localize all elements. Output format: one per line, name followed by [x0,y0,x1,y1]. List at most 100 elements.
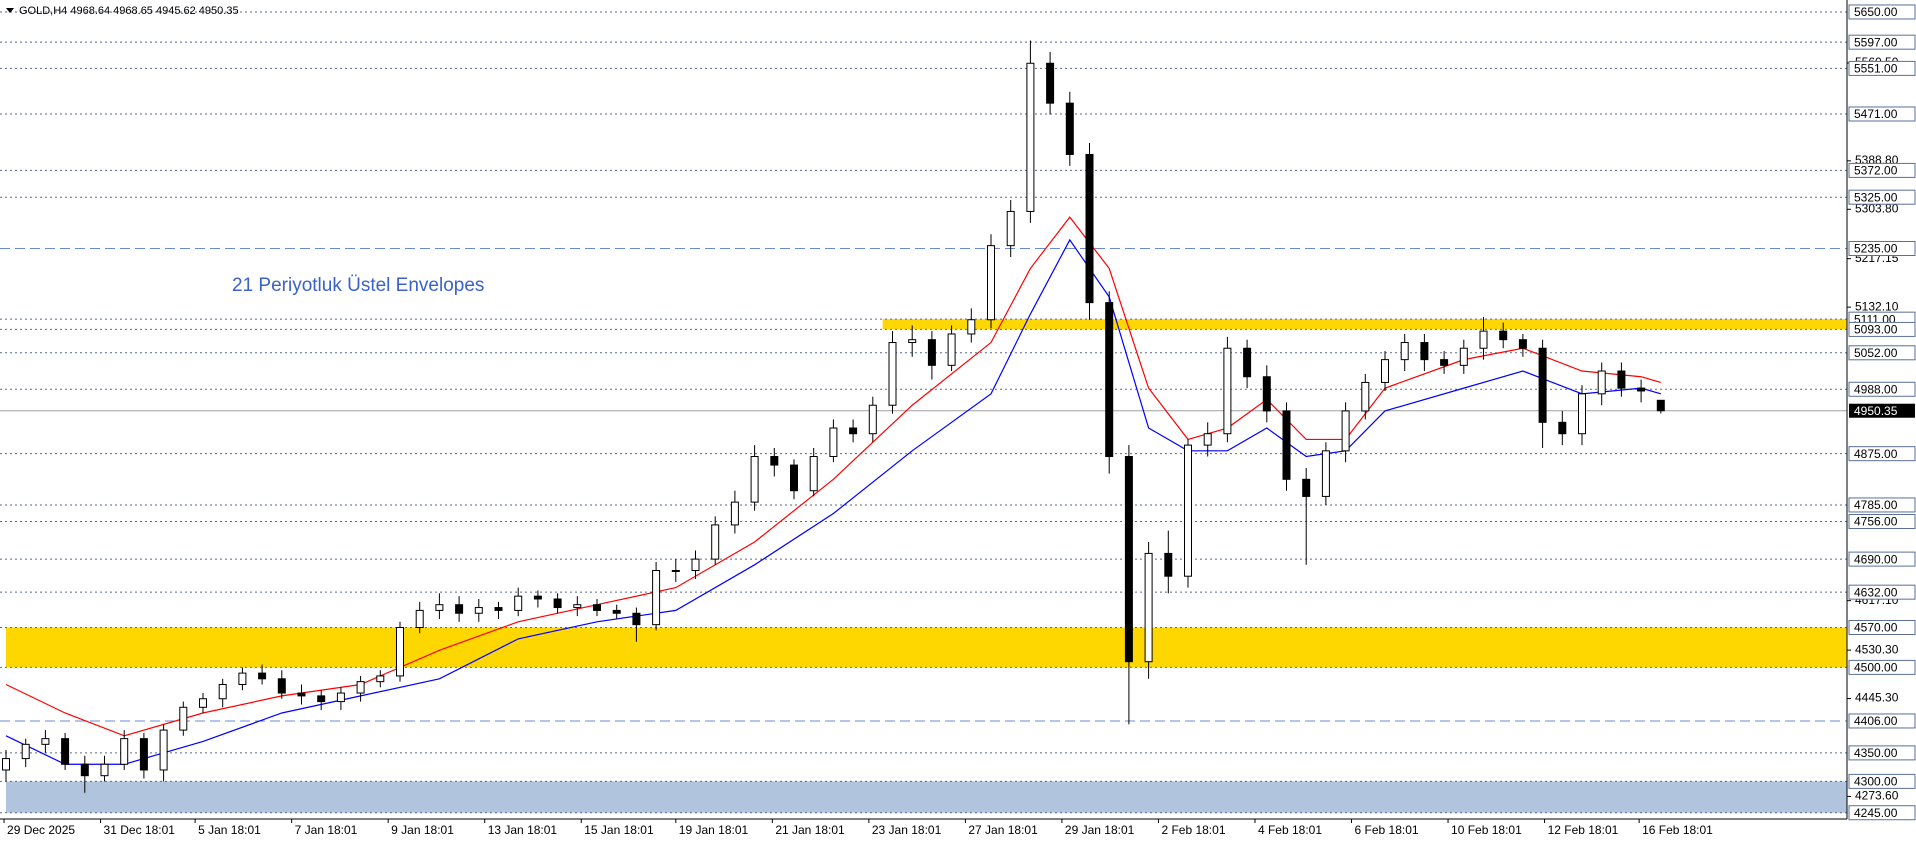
level-label: 5325.00 [1854,190,1898,204]
level-label: 4988.00 [1854,382,1898,396]
candle-body [199,698,207,708]
candle-body [61,738,70,765]
candle-body [139,738,148,771]
candle-body [1617,370,1626,389]
x-tick-label: 2 Feb 18:01 [1161,823,1225,837]
x-tick-label: 7 Jan 18:01 [295,823,358,837]
level-label-box [1848,34,1916,50]
candle-body [21,743,30,760]
level-label: 4406.00 [1854,714,1898,728]
candle-body [1518,339,1527,349]
candle-body [868,404,877,435]
candle-body [100,763,109,777]
candle-body [1440,359,1449,366]
level-label-box [1848,106,1916,122]
x-tick-label: 19 Jan 18:01 [679,823,749,837]
candle-body [1459,347,1468,366]
candle-body [1558,421,1567,435]
level-label: 5650.00 [1854,5,1898,19]
x-tick-label: 9 Jan 18:01 [391,823,454,837]
chart-title: GOLD,H4 4968.64 4968.65 4945.62 4950.35 [19,5,239,17]
x-tick-label: 13 Jan 18:01 [488,823,558,837]
candle-body [1341,410,1350,452]
level-label-box [1848,773,1916,789]
level-label: 5052.00 [1854,346,1898,360]
candle-body [159,729,168,771]
candle-body [1164,552,1173,577]
level-label: 5372.00 [1854,164,1898,178]
zone [6,781,1847,813]
level-label-box [1848,162,1916,178]
candle-body [317,695,326,703]
candle-body [553,598,562,609]
level-label-box [1848,240,1916,256]
candle-body [1637,387,1646,392]
candle-body [1400,342,1409,361]
level-label: 5235.00 [1854,242,1898,256]
candle-body [297,692,306,697]
x-tick-label: 29 Dec 2025 [7,823,75,837]
candle-body [1262,376,1271,412]
candle-body [652,570,661,626]
x-tick-label: 5 Jan 18:01 [198,823,261,837]
y-tick-label: 5303.80 [1855,201,1899,215]
plot-layer [0,11,1847,814]
candle-body [218,683,227,700]
title-arrow [6,8,14,13]
candle-body [1046,62,1055,104]
level-label: 5093.00 [1854,323,1898,337]
candle-body [1538,347,1547,423]
level-label: 5597.00 [1854,35,1898,49]
candle-body [179,706,188,731]
x-tick-label: 15 Jan 18:01 [584,823,654,837]
candle-body [829,427,838,458]
annotation: 21 Periyotluk Üstel Envelopes [232,275,484,296]
level-label-box [1848,620,1916,636]
candle-body [1479,330,1488,349]
level-label: 4570.00 [1854,621,1898,635]
level-label-box [1848,381,1916,397]
last-price-label: 4950.35 [1854,404,1898,418]
y-tick-label: 5132.10 [1855,299,1899,313]
candle-body [1065,102,1074,155]
candle-body [1085,153,1094,304]
candle-body [987,245,995,321]
level-label-box [1848,321,1916,337]
candle-body [258,672,267,680]
candle-body [1144,552,1153,663]
x-tick-label: 27 Jan 18:01 [968,823,1038,837]
candle-body [967,319,976,335]
x-tick-label: 4 Feb 18:01 [1258,823,1322,837]
candle-body [1184,444,1192,577]
level-label: 4632.00 [1854,585,1898,599]
x-tick-label: 16 Feb 18:01 [1642,823,1713,837]
candle-body [809,456,818,492]
candle-body [1243,347,1252,378]
level-label: 5551.00 [1854,62,1898,76]
level-label-box [1848,713,1916,729]
level-label-box [1848,345,1916,361]
level-label-box [1848,745,1916,761]
x-tick-label: 31 Dec 18:01 [104,823,176,837]
x-tick-label: 21 Jan 18:01 [775,823,845,837]
candle-body [1302,478,1311,497]
level-label-box [1848,805,1916,821]
level-label-box [1848,513,1916,529]
candle-body [415,609,424,629]
candle-body [790,464,798,492]
candle-body [750,456,759,503]
candle-body [41,738,50,745]
level-label: 4300.00 [1854,775,1898,789]
candle-body [1578,393,1586,435]
level-label-box [1848,189,1916,205]
x-tick-label: 6 Feb 18:01 [1355,823,1419,837]
candle-body [336,692,345,703]
level-label-box [1848,584,1916,600]
x-tick-label: 29 Jan 18:01 [1065,823,1135,837]
candle-body [1006,210,1015,247]
candle-body [711,524,720,560]
candle-body [632,612,641,626]
level-label: 5471.00 [1854,107,1898,121]
